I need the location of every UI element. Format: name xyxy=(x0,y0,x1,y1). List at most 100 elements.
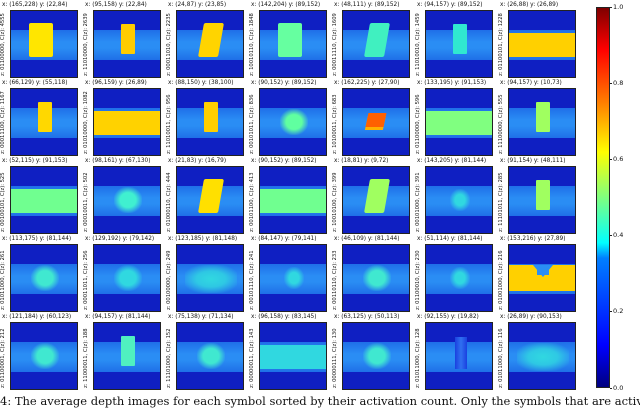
cell-title: x: (123,185) y: (81,148) xyxy=(168,236,238,242)
cell-ylabel-text: z: 11100000, C(z): 555 xyxy=(498,94,504,154)
cell-ylabel: z: 11101000, C(z): 152 xyxy=(166,328,174,388)
cell-ylabel: z: 11101011, C(z): 285 xyxy=(498,172,506,232)
depth-image-cell: x: (90,152) y: (89,152) z: 00101011, C(z)… xyxy=(249,80,331,158)
cell-ylabel: z: 00101011, C(z): 836 xyxy=(249,94,257,154)
cell-ylabel: z: 00010011, C(z): 502 xyxy=(83,172,91,232)
depth-image-cell: x: (142,204) y: (89,152) z: 10010110, C(z… xyxy=(249,2,331,80)
cell-ylabel-text: z: 10010110, C(z): 1848 xyxy=(249,13,255,76)
depth-image-cell: x: (75,138) y: (71,134) z: 11101000, C(z)… xyxy=(166,314,248,392)
cell-ylabel-text: z: 10100011, C(z): 683 xyxy=(332,94,338,154)
cell-title: x: (75,138) y: (71,134) xyxy=(168,314,234,320)
depth-image xyxy=(342,322,410,390)
depth-object xyxy=(94,111,160,135)
depth-image xyxy=(93,166,161,234)
depth-image xyxy=(508,88,576,156)
depth-object xyxy=(363,343,391,369)
depth-image xyxy=(93,88,161,156)
depth-image-cell: x: (94,157) y: (10,73) z: 11100000, C(z):… xyxy=(498,80,580,158)
cell-ylabel-text: z: 01011000, C(z): 261 xyxy=(0,250,6,310)
depth-image xyxy=(259,88,327,156)
cell-ylabel: z: 10010100, C(z): 399 xyxy=(332,172,340,232)
cell-ylabel: z: 00110110, C(z): 233 xyxy=(332,250,340,310)
cell-title: x: (51,114) y: (81,144) xyxy=(417,236,483,242)
depth-image-cell: x: (123,185) y: (81,148) z: 00100000, C(z… xyxy=(166,236,248,314)
cell-ylabel: z: 01010000, C(z): 1082 xyxy=(83,91,91,154)
depth-image xyxy=(93,244,161,312)
cell-title: x: (129,192) y: (79,142) xyxy=(85,236,155,242)
depth-image xyxy=(425,10,493,78)
cell-ylabel-text: z: 01100001, C(z): 212 xyxy=(0,328,6,388)
figure-grid: x: (165,228) y: (22,84) z: 01100000, C(z)… xyxy=(0,2,580,392)
depth-image xyxy=(259,166,327,234)
cell-ylabel: z: 01011000, C(z): 261 xyxy=(0,250,8,310)
depth-notch xyxy=(533,265,553,277)
depth-image xyxy=(176,166,244,234)
depth-image xyxy=(425,88,493,156)
cell-title: x: (66,129) y: (55,118) xyxy=(2,80,68,86)
cell-ylabel-text: z: 01011000, C(z): 128 xyxy=(415,328,421,388)
depth-image xyxy=(425,322,493,390)
depth-object xyxy=(509,265,575,291)
depth-object xyxy=(536,180,550,210)
depth-object xyxy=(284,267,304,289)
depth-image-cell: x: (26,89) y: (90,153) z: 01011000, C(z):… xyxy=(498,314,580,392)
depth-image-cell: x: (24,87) y: (23,85) z: 00011010, C(z): … xyxy=(166,2,248,80)
depth-object xyxy=(536,102,550,132)
cell-title: x: (95,158) y: (22,84) xyxy=(85,2,147,8)
cell-ylabel: z: 11100000, C(z): 555 xyxy=(498,94,506,154)
depth-image-cell: x: (96,158) y: (83,145) z: 00000011, C(z)… xyxy=(249,314,331,392)
cell-title: x: (52,115) y: (91,153) xyxy=(2,158,68,164)
depth-image-cell: x: (153,216) y: (27,89) z: 01001000, C(z)… xyxy=(498,236,580,314)
depth-image xyxy=(259,322,327,390)
depth-image xyxy=(508,166,576,234)
cell-ylabel-text: z: 11101011, C(z): 285 xyxy=(498,172,504,232)
colorbar xyxy=(596,7,610,388)
cell-ylabel-text: z: 00011100, C(z): 1167 xyxy=(0,91,6,154)
depth-image-cell: x: (91,154) y: (48,111) z: 11101011, C(z)… xyxy=(498,158,580,236)
cell-ylabel: z: 01100010, C(z): 230 xyxy=(415,250,423,310)
figure-caption: 4: The average depth images for each sym… xyxy=(0,394,640,408)
depth-image-cell: x: (113,175) y: (81,144) z: 01011000, C(z… xyxy=(0,236,82,314)
cell-ylabel: z: 00000011, C(z): 143 xyxy=(249,328,257,388)
depth-object xyxy=(278,23,302,57)
cell-title: x: (113,175) y: (81,144) xyxy=(2,236,72,242)
cell-title: x: (88,150) y: (38,100) xyxy=(168,80,234,86)
depth-image-cell: x: (143,205) y: (81,144) z: 00101000, C(z… xyxy=(415,158,497,236)
colorbar-tick: 0.8 xyxy=(609,78,624,87)
depth-image-cell: x: (162,225) y: (27,90) z: 10100011, C(z)… xyxy=(332,80,414,158)
cell-title: x: (18,81) y: (9,72) xyxy=(334,158,389,164)
depth-object xyxy=(426,111,492,135)
depth-object xyxy=(185,265,237,293)
cell-title: x: (26,89) y: (90,153) xyxy=(500,314,562,320)
cell-ylabel: z: 01011000, C(z): 128 xyxy=(415,328,423,388)
cell-title: x: (90,152) y: (89,152) xyxy=(251,80,317,86)
depth-image xyxy=(176,88,244,156)
depth-image xyxy=(508,244,576,312)
depth-object xyxy=(114,265,142,291)
depth-image-cell: x: (95,158) y: (22,84) z: 11010000, C(z):… xyxy=(83,2,165,80)
cell-ylabel-text: z: 00100000, C(z): 249 xyxy=(166,250,172,310)
cell-ylabel-text: z: 00101110, C(z): 241 xyxy=(249,250,255,310)
depth-object xyxy=(280,109,308,135)
cell-ylabel: z: 11000011, C(z): 188 xyxy=(83,328,91,388)
cell-ylabel: z: 10010110, C(z): 1848 xyxy=(249,13,257,76)
depth-object xyxy=(114,187,142,213)
cell-title: x: (26,88) y: (26,89) xyxy=(500,2,559,8)
depth-image xyxy=(342,244,410,312)
depth-object xyxy=(121,336,135,366)
cell-ylabel: z: 00101100, C(z): 413 xyxy=(249,172,257,232)
cell-ylabel-text: z: 01010000, C(z): 1082 xyxy=(83,91,89,154)
cell-ylabel-text: z: 00101000, C(z): 391 xyxy=(415,172,421,232)
depth-image xyxy=(10,10,78,78)
cell-title: x: (94,157) y: (89,152) xyxy=(417,2,483,8)
cell-ylabel-text: z: 11010000, C(z): 2639 xyxy=(83,13,89,76)
cell-ylabel: z: 01100001, C(z): 212 xyxy=(0,328,8,388)
cell-ylabel-text: z: 01000110, C(z): 444 xyxy=(166,172,172,232)
depth-image-cell: x: (84,147) y: (79,141) z: 00101110, C(z)… xyxy=(249,236,331,314)
depth-image xyxy=(425,166,493,234)
cell-title: x: (153,216) y: (27,89) xyxy=(500,236,566,242)
depth-image-cell: x: (96,159) y: (26,89) z: 01010000, C(z):… xyxy=(83,80,165,158)
cell-title: x: (96,158) y: (83,145) xyxy=(251,314,317,320)
cell-ylabel: z: 00000111, C(z): 130 xyxy=(332,328,340,388)
cell-ylabel-text: z: 01001000, C(z): 216 xyxy=(498,250,504,310)
